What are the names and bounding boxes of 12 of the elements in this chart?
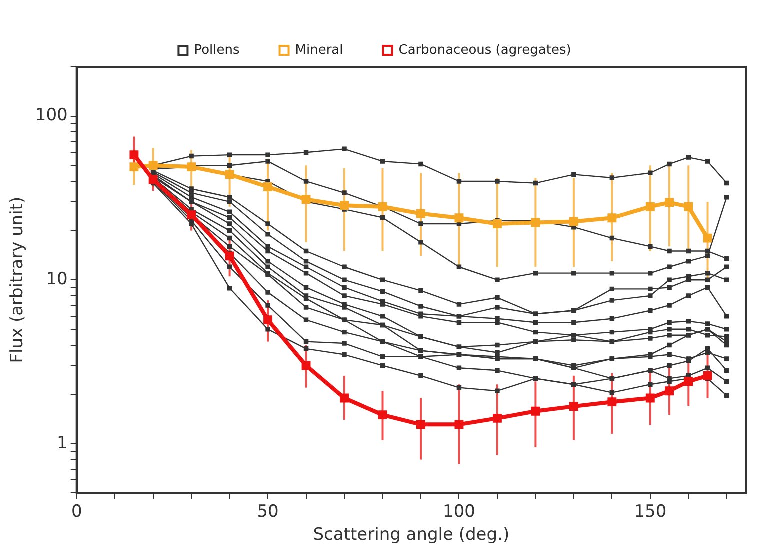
y-tick-label: 1: [57, 433, 68, 454]
y-axis-title: Flux (arbitrary unit): [8, 196, 28, 364]
x-tick-label: 50: [257, 502, 279, 522]
y-tick-label: 10: [46, 270, 68, 290]
y-tick-label: 100: [35, 106, 68, 126]
legend-label: Mineral: [295, 42, 344, 58]
legend-label: Pollens: [194, 42, 240, 58]
x-tick-label: 100: [442, 502, 476, 522]
legend-label: Carbonaceous (agregates): [398, 42, 572, 58]
x-axis-title: Scattering angle (deg.): [313, 525, 510, 546]
x-tick-label: 0: [71, 502, 82, 522]
x-tick-label: 150: [634, 502, 667, 522]
